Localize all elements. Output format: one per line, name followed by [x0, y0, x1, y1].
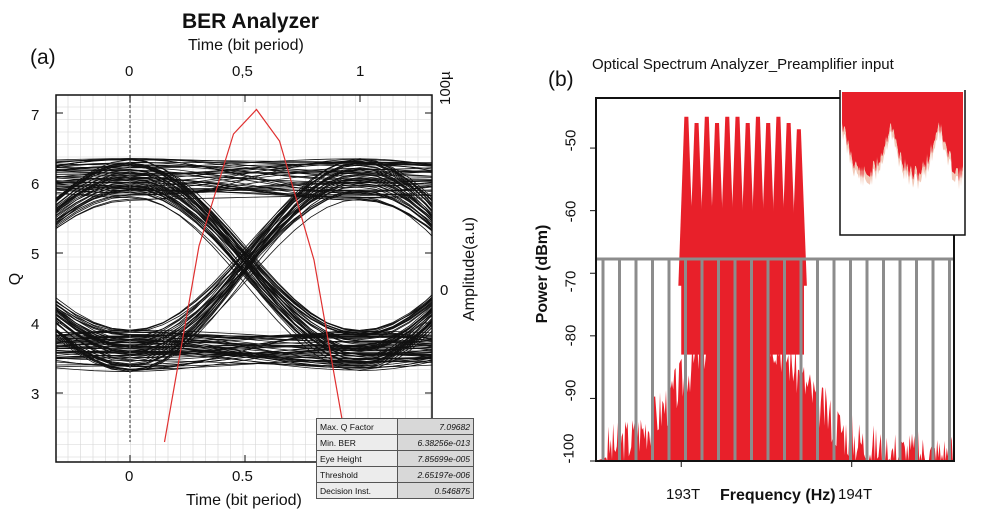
top-tick-0-5: 0,5: [232, 63, 253, 80]
stats-key: Threshold: [316, 466, 398, 483]
osa-y-axis-title: Power (dBm): [534, 224, 551, 324]
osa-plot-frame: [595, 97, 955, 462]
osa-title: Optical Spectrum Analyzer_Preamplifier i…: [592, 56, 894, 73]
bottom-tick-0-5: 0.5: [232, 468, 253, 485]
stats-value: 6.38256e-013: [397, 434, 474, 451]
osa-channel-peak: [790, 129, 807, 286]
stats-value: 2.65197e-006: [397, 466, 474, 483]
left-tick-3: 3: [31, 386, 40, 403]
left-tick-6: 6: [31, 176, 40, 193]
stats-row: Max. Q Factor 7.09682: [316, 418, 474, 435]
left-tick-4: 4: [31, 316, 40, 333]
ber-analyzer-title: BER Analyzer: [182, 10, 319, 33]
stats-key: Min. BER: [316, 434, 398, 451]
bottom-axis-title: Time (bit period): [186, 492, 302, 509]
osa-plot: [590, 90, 966, 467]
stats-row: Decision Inst. 0.546875: [316, 482, 474, 499]
osa-x-axis-title: Frequency (Hz): [720, 487, 836, 504]
osa-inset-zoom: [839, 90, 966, 236]
stats-row: Eye Height 7.85699e-005: [316, 450, 474, 467]
stats-row: Threshold 2.65197e-006: [316, 466, 474, 483]
stats-key: Max. Q Factor: [316, 418, 398, 435]
stats-value: 7.09682: [397, 418, 474, 435]
stats-key: Decision Inst.: [316, 482, 398, 499]
stats-value: 0.546875: [397, 482, 474, 499]
bottom-tick-0: 0: [125, 468, 134, 485]
eye-plot-frame: [55, 94, 433, 463]
osa-inset-trace: [842, 92, 963, 182]
panel-b-label: (b): [548, 68, 574, 91]
osa-x-tick-194t: 194T: [838, 486, 873, 503]
top-tick-0: 0: [125, 63, 134, 80]
stats-key: Eye Height: [316, 450, 398, 467]
ber-stats-table: Max. Q Factor 7.09682 Min. BER 6.38256e-013…: [316, 418, 474, 499]
q-factor-curve: [163, 108, 350, 457]
left-tick-5: 5: [31, 246, 40, 263]
top-axis-title: Time (bit period): [188, 37, 304, 54]
left-tick-7: 7: [31, 107, 40, 124]
stats-value: 7.85699e-005: [397, 450, 474, 467]
right-tick-0: 0: [440, 282, 449, 299]
osa-x-tick-193t: 193T: [666, 486, 701, 503]
eye-diagram-plot: [55, 94, 433, 463]
panel-a-label: (a): [30, 46, 56, 69]
stats-row: Min. BER 6.38256e-013: [316, 434, 474, 451]
top-tick-1: 1: [356, 63, 365, 80]
